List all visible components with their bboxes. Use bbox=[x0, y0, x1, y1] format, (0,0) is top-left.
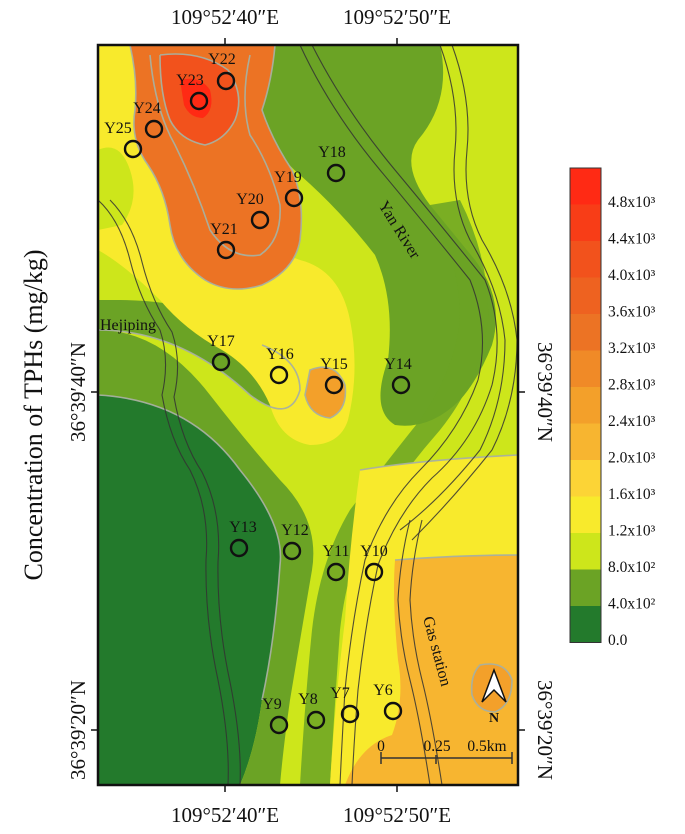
legend-label: 1.2x10³ bbox=[608, 523, 656, 540]
legend-label: 4.4x10³ bbox=[608, 231, 656, 248]
legend-label: 0.0 bbox=[608, 632, 628, 649]
site-label-y25: Y25 bbox=[104, 120, 132, 137]
site-marker-y10 bbox=[364, 562, 384, 582]
left-lat-label-2: 36°39′20″N bbox=[66, 680, 90, 780]
place-label-village: Hejiping bbox=[100, 317, 156, 334]
legend-swatch bbox=[570, 423, 601, 461]
right-lat-label-2: 36°39′20″N bbox=[533, 680, 557, 780]
legend-swatch bbox=[570, 350, 601, 388]
site-marker-y7 bbox=[340, 704, 360, 724]
site-label-y12: Y12 bbox=[281, 522, 309, 539]
legend-swatch bbox=[570, 533, 601, 570]
site-marker-y21 bbox=[216, 240, 236, 260]
site-marker-y25 bbox=[123, 139, 143, 159]
legend-swatch bbox=[570, 606, 601, 643]
site-marker-y8 bbox=[306, 710, 326, 730]
site-label-y13: Y13 bbox=[229, 519, 257, 536]
legend-label: 2.8x10³ bbox=[608, 377, 656, 394]
site-marker-y11 bbox=[326, 562, 346, 582]
site-label-y19: Y19 bbox=[274, 169, 302, 186]
site-marker-y6 bbox=[383, 701, 403, 721]
legend-swatch bbox=[570, 496, 601, 534]
left-lat-label-1: 36°39′40″N bbox=[66, 342, 90, 442]
legend-label: 2.0x10³ bbox=[608, 450, 656, 467]
site-marker-y20 bbox=[250, 210, 270, 230]
site-marker-y24 bbox=[144, 119, 164, 139]
legend-swatch bbox=[570, 168, 601, 205]
site-marker-y23 bbox=[189, 91, 209, 111]
site-marker-y15 bbox=[324, 375, 344, 395]
site-marker-y17 bbox=[211, 352, 231, 372]
scale-label-025: 0.25 bbox=[423, 738, 450, 755]
site-label-y9: Y9 bbox=[262, 696, 282, 713]
bottom-lon-label-2: 109°52′50″E bbox=[343, 803, 451, 827]
y-axis-label: Concentration of TPHs (mg/kg) bbox=[19, 250, 48, 581]
map-frame bbox=[96, 43, 520, 787]
legend-label: 4.0x10² bbox=[608, 596, 656, 613]
site-label-y14: Y14 bbox=[384, 356, 412, 373]
site-label-y20: Y20 bbox=[236, 191, 264, 208]
legend-swatch bbox=[570, 460, 601, 497]
legend-swatch bbox=[570, 277, 601, 315]
site-label-y17: Y17 bbox=[207, 333, 235, 350]
site-label-y8: Y8 bbox=[298, 691, 318, 708]
site-label-y11: Y11 bbox=[323, 543, 350, 560]
site-marker-y22 bbox=[216, 71, 236, 91]
site-label-y22: Y22 bbox=[208, 51, 236, 68]
legend-swatch bbox=[570, 569, 601, 607]
site-label-y7: Y7 bbox=[330, 685, 350, 702]
legend-swatch bbox=[570, 204, 601, 242]
site-marker-y19 bbox=[284, 188, 304, 208]
legend-swatch bbox=[570, 241, 601, 278]
site-label-y10: Y10 bbox=[360, 543, 388, 560]
site-label-y16: Y16 bbox=[266, 346, 294, 363]
site-marker-y18 bbox=[326, 163, 346, 183]
legend-border bbox=[569, 167, 602, 643]
scale-label-0: 0 bbox=[377, 738, 385, 755]
site-label-y23: Y23 bbox=[176, 72, 204, 89]
right-lat-label-1: 36°39′40″N bbox=[533, 342, 557, 442]
legend-label: 8.0x10² bbox=[608, 559, 656, 576]
legend-label: 3.2x10³ bbox=[608, 340, 656, 357]
bottom-lon-label-1: 109°52′40″E bbox=[171, 803, 279, 827]
legend-swatch bbox=[570, 314, 601, 351]
site-label-y21: Y21 bbox=[210, 221, 238, 238]
top-lon-label-2: 109°52′50″E bbox=[343, 5, 451, 29]
north-arrow: N bbox=[481, 667, 507, 726]
scale-bar: 0 0.25 0.5km bbox=[377, 738, 513, 764]
legend-label: 3.6x10³ bbox=[608, 304, 656, 321]
site-label-y6: Y6 bbox=[373, 682, 393, 699]
legend-label: 1.6x10³ bbox=[608, 486, 656, 503]
legend: 4.8x10³ 4.4x10³ 4.0x10³ 3.6x10³ 3.2x10³ 2.8x1… bbox=[569, 167, 656, 649]
site-marker-y13 bbox=[229, 538, 249, 558]
site-marker-y16 bbox=[269, 365, 289, 385]
site-label-y18: Y18 bbox=[318, 144, 346, 161]
legend-label: 4.8x10³ bbox=[608, 194, 656, 211]
legend-label: 4.0x10³ bbox=[608, 267, 656, 284]
top-lon-label-1: 109°52′40″E bbox=[171, 5, 279, 29]
site-marker-y9 bbox=[269, 715, 289, 735]
legend-swatch bbox=[570, 387, 601, 424]
site-marker-y14 bbox=[391, 375, 411, 395]
legend-label: 2.4x10³ bbox=[608, 413, 656, 430]
site-marker-y12 bbox=[282, 541, 302, 561]
scale-label-05: 0.5km bbox=[467, 738, 506, 755]
contour-map bbox=[98, 45, 518, 785]
north-label: N bbox=[489, 711, 499, 726]
site-label-y15: Y15 bbox=[320, 356, 348, 373]
site-label-y24: Y24 bbox=[133, 100, 161, 117]
